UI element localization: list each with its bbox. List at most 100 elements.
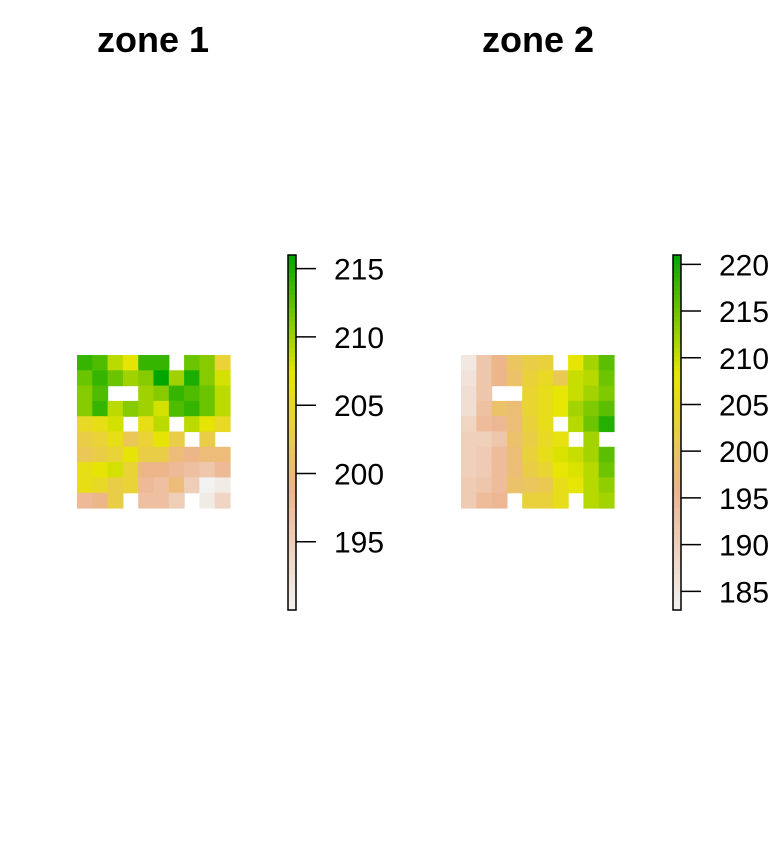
colorbar-band: [288, 365, 296, 371]
raster-cell: [598, 370, 615, 387]
colorbar-band: [673, 334, 681, 340]
colorbar-band: [288, 401, 296, 407]
colorbar-band: [288, 587, 296, 593]
colorbar-band: [288, 592, 296, 598]
raster-cell: [583, 370, 600, 387]
colorbar-band: [673, 423, 681, 429]
colorbar-band: [288, 255, 296, 260]
raster-cell: [476, 477, 493, 494]
raster-cell: [491, 400, 508, 417]
colorbar-band: [673, 268, 681, 274]
colorbar-band: [288, 423, 296, 429]
colorbar-band: [673, 321, 681, 327]
raster-cell: [153, 492, 170, 509]
raster-cell: [199, 416, 216, 433]
raster-cell: [168, 462, 185, 478]
raster-cell: [598, 400, 615, 417]
colorbar-band: [673, 539, 681, 544]
colorbar-band: [288, 419, 296, 425]
raster-cell: [199, 492, 216, 509]
raster-cell: [461, 477, 477, 494]
raster-cell: [491, 446, 508, 463]
colorbar-band: [288, 539, 296, 544]
colorbar-band: [673, 472, 681, 478]
colorbar-band: [288, 499, 296, 504]
raster-cell: [461, 385, 477, 402]
colorbar-band: [288, 525, 296, 531]
colorbar-tick-label: 190: [719, 530, 768, 563]
colorbar-band: [673, 565, 681, 571]
colorbar-band: [288, 583, 296, 589]
raster-cell: [122, 370, 139, 387]
raster-cell: [568, 416, 584, 433]
raster-cell: [77, 462, 93, 478]
raster-cell: [107, 462, 124, 478]
colorbar-band: [288, 463, 296, 469]
raster-cell: [506, 416, 523, 433]
colorbar-band: [673, 592, 681, 598]
raster-cell: [92, 446, 109, 463]
raster-cell: [461, 446, 477, 463]
colorbar-band: [288, 357, 296, 362]
raster-cell: [77, 431, 93, 448]
raster-cell: [184, 355, 200, 371]
raster-cell: [476, 370, 493, 387]
colorbar-tick-label: 215: [334, 254, 384, 287]
raster-cell: [598, 477, 615, 494]
raster-cell: [537, 477, 554, 494]
raster-cell: [92, 462, 109, 478]
colorbar-band: [288, 405, 296, 411]
colorbar-band: [288, 410, 296, 416]
colorbar-band: [288, 503, 296, 509]
raster-cell: [168, 492, 185, 509]
raster-cell: [184, 446, 200, 463]
colorbar-band: [288, 601, 296, 607]
colorbar-band: [673, 476, 681, 482]
raster-cell: [476, 355, 493, 371]
raster-cell: [199, 462, 216, 478]
raster-cell: [522, 355, 539, 371]
colorbar-band: [288, 330, 296, 336]
raster-cell: [476, 385, 493, 402]
raster-cell: [506, 355, 523, 371]
zone-2-title: zone 2: [482, 19, 594, 60]
colorbar-band: [288, 348, 296, 354]
raster-cell: [214, 370, 231, 387]
raster-cell: [537, 431, 554, 448]
raster-cell: [552, 431, 569, 448]
colorbar-band: [673, 392, 681, 398]
colorbar-band: [288, 561, 296, 567]
colorbar-band: [673, 263, 681, 269]
colorbar-band: [288, 454, 296, 460]
raster-cell: [537, 416, 554, 433]
colorbar-band: [673, 317, 681, 323]
colorbar-band: [673, 450, 681, 456]
raster-cell: [552, 477, 569, 494]
colorbar-band: [673, 481, 681, 487]
zone-2-raster: [461, 355, 615, 509]
colorbar-band: [288, 308, 296, 314]
raster-cell: [214, 477, 231, 494]
raster-cell: [77, 385, 93, 402]
raster-cell: [214, 462, 231, 478]
colorbar-band: [288, 534, 296, 540]
raster-cell: [506, 446, 523, 463]
raster-cell: [107, 477, 124, 494]
colorbar-band: [673, 507, 681, 513]
raster-cell: [168, 370, 185, 387]
raster-cell: [568, 477, 584, 494]
colorbar-band: [288, 383, 296, 389]
zone-1-panel: zone 1 195 200 205 210 215: [77, 19, 384, 611]
raster-cell: [92, 416, 109, 433]
raster-cell: [491, 462, 508, 478]
raster-cell: [583, 431, 600, 448]
colorbar-tick-label: 205: [334, 390, 384, 423]
colorbar-band: [673, 525, 681, 531]
colorbar-frame: [672, 254, 682, 611]
raster-cell: [77, 416, 93, 433]
raster-cell: [461, 492, 477, 509]
raster-cell: [537, 400, 554, 417]
colorbar-band: [288, 392, 296, 398]
colorbar-band: [673, 259, 681, 265]
